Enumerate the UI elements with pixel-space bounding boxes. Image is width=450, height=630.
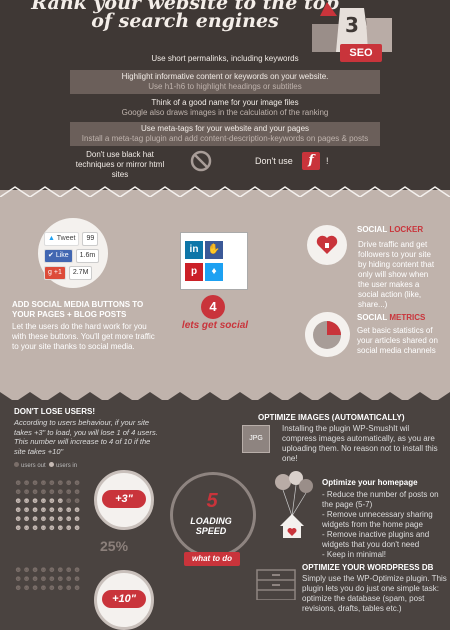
svg-text:3: 3 [345, 13, 359, 37]
dont-black-hat: Don't use black hat techniques or mirror… [75, 150, 165, 179]
users-lost-percent: 25% [100, 538, 129, 554]
tweet-button-row: ▲ Tweet 99 [44, 232, 99, 246]
seo-badge: SEO [340, 44, 382, 62]
seo-title: Rank your website to the top of search e… [30, 0, 340, 32]
stopwatch-10s: +10" [94, 570, 154, 630]
like-button[interactable]: ✔ Like [44, 249, 73, 263]
plus-button-row: g +1 2.7M [44, 266, 93, 280]
dont-lose-users-heading: DON'T LOSE USERS! [14, 407, 96, 416]
step-number-bubble: 4 [201, 295, 225, 319]
lets-get-social-label: lets get social [181, 320, 249, 331]
seo-title-line1: Rank your website to the top [31, 0, 339, 14]
users-in-label: users in [56, 463, 78, 469]
zigzag-divider [0, 186, 450, 197]
loading-speed-stopwatch [170, 472, 256, 558]
pinterest-icon: p [185, 263, 203, 281]
like-count: 1.6m [75, 249, 100, 263]
tip-image-names-sub: Google also draws images in the calculat… [121, 108, 329, 117]
optimize-homepage-text: - Reduce the number of posts on the page… [322, 490, 439, 559]
like-button-row: ✔ Like 1.6m [44, 249, 100, 263]
dont-use-label: Don't use [255, 156, 293, 166]
optimize-db-heading: OPTIMIZE YOUR WORDPRESS DB [302, 563, 434, 572]
linkedin-icon: in [185, 241, 203, 259]
what-to-do-badge: what to do [184, 552, 240, 566]
social-locker-text: Drive traffic and get followers to your … [358, 240, 435, 309]
tweet-button[interactable]: ▲ Tweet [44, 232, 80, 246]
social-icons-box: in ✋ p ♦ [180, 232, 248, 290]
twitter-icon: ▲ [48, 235, 55, 242]
social-metrics-text: Get basic statistics of your articles sh… [357, 326, 438, 355]
users-legend: users out users in [14, 462, 77, 469]
social-buttons-heading: ADD SOCIAL MEDIA BUTTONS TO YOUR PAGES +… [12, 300, 144, 319]
like-icon: ✋ [205, 241, 223, 259]
thumbs-up-icon: ✔ [48, 252, 54, 259]
stopwatch-10s-label: +10" [102, 590, 146, 608]
database-cabinet-icon [256, 569, 296, 600]
users-grid-3s: ☻☻☻☻☻☻☻☻ ☻☻☻☻☻☻☻☻ ☻☻☻☻☻☻☻☻ ☻☻☻☻☻☻☻☻ ☻☻☻☻… [14, 478, 82, 532]
social-metrics-heading: SOCIAL METRICS [357, 313, 425, 322]
stopwatch-3s-label: +3" [102, 490, 146, 508]
tweet-label: Tweet [56, 235, 76, 242]
social-locker-heading-a: SOCIAL [357, 225, 388, 234]
tip-highlight-main: Highlight informative content or keyword… [121, 72, 329, 81]
google-plus-icon: g [48, 269, 52, 276]
social-metrics-heading-b: METRICS [389, 313, 426, 322]
plus-label: +1 [53, 269, 62, 276]
optimize-homepage-heading: Optimize your homepage [322, 478, 418, 487]
pie-chart-icon [305, 312, 350, 357]
zigzag-divider-2 [0, 392, 450, 406]
users-in-swatch [49, 462, 55, 467]
loading-speed-number: 5 [206, 490, 218, 512]
tip-permalinks: Use short permalinks, including keywords [151, 54, 299, 63]
prohibited-icon [190, 150, 212, 172]
twitter-bird-icon: ♦ [205, 263, 223, 281]
social-locker-heading: SOCIAL LOCKER [357, 225, 423, 234]
optimize-images-text: Installing the plugin WP-SmushIt wil com… [282, 424, 438, 463]
tip-meta-tags: Use meta-tags for your website and your … [70, 122, 380, 146]
podium-icon: 3 [312, 2, 392, 52]
users-out-label: users out [21, 463, 46, 469]
jpg-file-icon: JPG [242, 425, 270, 453]
tip-highlight: Highlight informative content or keyword… [70, 70, 380, 94]
flash-icon: f [302, 152, 320, 170]
tip-meta-tags-main: Use meta-tags for your website and your … [140, 124, 310, 133]
like-label: Like [55, 252, 69, 259]
loading-speed-label: LOADING SPEED [190, 516, 232, 536]
tip-meta-tags-sub: Install a meta-tag plugin and add conten… [81, 134, 369, 143]
exclamation: ! [326, 156, 329, 166]
social-buttons-text: Let the users do the hard work for you w… [12, 322, 155, 351]
users-out-swatch [14, 462, 19, 467]
social-locker-heading-b: LOCKER [389, 225, 424, 234]
tip-image-names-main: Think of a good name for your image file… [151, 98, 299, 107]
optimize-images-heading: OPTIMIZE IMAGES (AUTOMATICALLY) [258, 413, 405, 422]
heart-lock-icon [307, 225, 347, 265]
tweet-count: 99 [82, 232, 99, 246]
plus-one-button[interactable]: g +1 [44, 266, 66, 280]
balloon-house-icon [275, 471, 313, 538]
tip-image-names: Think of a good name for your image file… [70, 96, 380, 120]
optimize-db-text: Simply use the WP-Optimize plugin. This … [302, 574, 447, 613]
users-grid-10s: ☻☻☻☻☻☻☻☻ ☻☻☻☻☻☻☻☻ ☻☻☻☻☻☻☻☻ [14, 565, 82, 592]
seo-title-line2: of search engines [91, 10, 279, 32]
stopwatch-3s: +3" [94, 470, 154, 530]
social-metrics-heading-a: SOCIAL [357, 313, 388, 322]
plus-count: 2.7M [68, 266, 93, 280]
dont-lose-users-text: According to users behaviour, if your si… [14, 418, 158, 456]
tip-highlight-sub: Use h1-h6 to highlight headings or subti… [148, 82, 302, 91]
